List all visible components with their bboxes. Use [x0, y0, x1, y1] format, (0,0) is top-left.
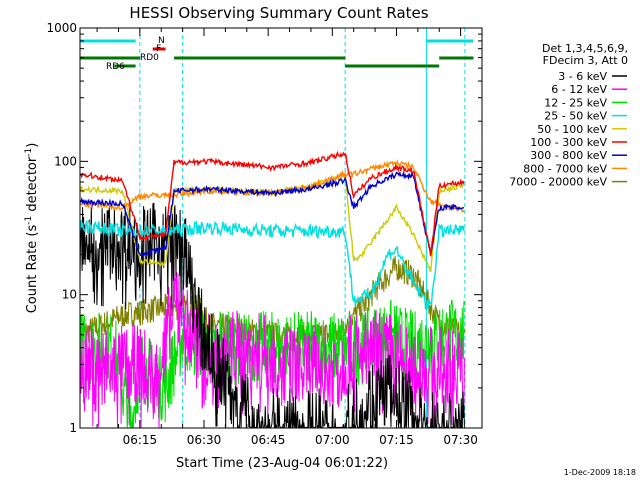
plot-frame [79, 27, 483, 429]
legend-header-0: Det 1,3,4,5,6,9, [542, 42, 628, 55]
legend-label-1: 3 - 6 keV [558, 70, 607, 83]
x-tick-label-4: 07:15 [379, 433, 414, 447]
y-axis-label-part-1: -1 [24, 216, 34, 225]
series-line-8 [80, 158, 465, 213]
series-line-6 [80, 150, 465, 257]
legend-label-6: 100 - 300 keV [530, 136, 607, 149]
x-tick-label-0: 06:15 [123, 433, 158, 447]
series-line-4 [80, 219, 465, 310]
legend-label-7: 300 - 800 keV [530, 149, 607, 162]
legend-label-4: 25 - 50 keV [544, 110, 607, 123]
y-axis-label-part-0: Count Rate (s [25, 225, 40, 314]
y-axis-label: Count Rate (s-1 detector-1) [24, 143, 40, 314]
x-tick-label-1: 06:30 [187, 433, 222, 447]
legend-label-9: 7000 - 20000 keV [509, 176, 607, 189]
y-tick-label-3: 1000 [46, 21, 77, 35]
status-label-0: N [158, 36, 165, 46]
y-tick-label-0: 1 [69, 421, 77, 435]
legend-label-3: 12 - 25 keV [544, 96, 607, 109]
status-label-3: RD6 [106, 62, 125, 72]
footer-date: 1-Dec-2009 18:18 [564, 468, 636, 477]
axes: 1 10 100 1000 06:15 06:30 06:45 07:00 07:15 07:30… [24, 21, 483, 447]
y-tick-label-1: 10 [62, 288, 77, 302]
x-tick-label-2: 06:45 [251, 433, 286, 447]
legend-label-5: 50 - 100 keV [537, 123, 607, 136]
y-tick-label-2: 100 [54, 154, 77, 168]
x-tick-label-3: 07:00 [315, 433, 350, 447]
legend-label-2: 6 - 12 keV [551, 83, 607, 96]
legend: Det 1,3,4,5,6,9,FDecim 3, Att 0 3 - 6 keV… [509, 42, 628, 189]
y-axis-label-part-3: -1 [24, 148, 34, 157]
legend-label-8: 800 - 7000 keV [523, 162, 607, 175]
series-line-2 [80, 263, 465, 428]
y-axis-label-part-2: detector [25, 156, 40, 216]
x-axis-label: Start Time (23-Aug-04 06:01:22) [176, 456, 388, 471]
series-group [80, 28, 466, 428]
status-label-2: RD0 [140, 53, 159, 63]
series-line-7 [80, 170, 465, 257]
status-label-1: F [156, 44, 161, 54]
chart-title: HESSI Observing Summary Count Rates [129, 4, 428, 22]
x-tick-label-5: 07:30 [443, 433, 478, 447]
legend-header-1: FDecim 3, Att 0 [543, 54, 628, 67]
series-line-1 [80, 202, 465, 428]
y-axis-label-part-4: ) [25, 143, 40, 148]
